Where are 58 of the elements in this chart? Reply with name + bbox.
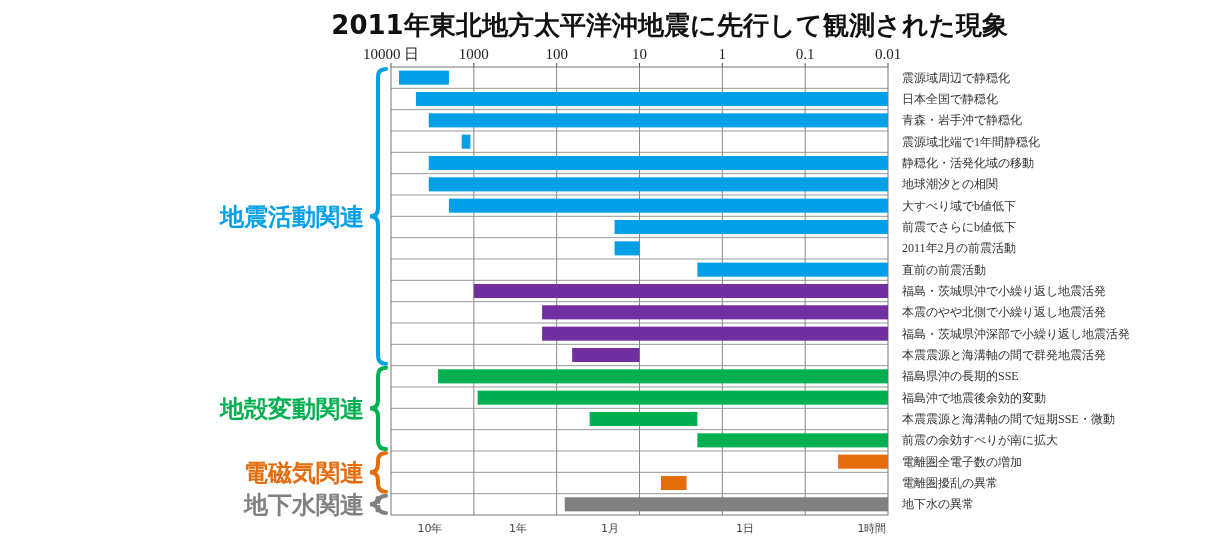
y-tick-label: 青森・岩手沖で静穏化 <box>902 113 1022 128</box>
text: 1時間 <box>857 522 887 535</box>
bar <box>697 262 888 277</box>
bar <box>428 177 888 192</box>
y-tick-label: 大すべり域でb値低下 <box>902 198 1016 213</box>
bar <box>473 283 888 299</box>
text: 電磁気関連 <box>244 459 364 488</box>
y-tick-label: 福島・茨城県沖で小繰り返し地震活発 <box>902 284 1106 298</box>
x-tick-label: 1 <box>718 46 727 62</box>
bar <box>572 347 640 363</box>
bar <box>448 198 888 213</box>
text: 10年 <box>417 522 443 535</box>
bar <box>399 70 449 85</box>
bar <box>461 134 471 149</box>
bar <box>614 241 640 256</box>
text: 地震活動関連 <box>219 203 364 232</box>
text: 1日 <box>736 522 754 535</box>
bar <box>542 305 888 320</box>
bar <box>415 91 888 107</box>
y-tick-label: 電離圏全電子数の増加 <box>902 454 1022 469</box>
bar <box>614 219 888 235</box>
bar <box>838 454 888 469</box>
bar <box>542 326 888 341</box>
y-tick-label: 前震でさらにb値低下 <box>902 220 1016 234</box>
y-tick-label: 静穏化・活発化域の移動 <box>902 156 1034 170</box>
text: 1月 <box>601 522 619 535</box>
y-tick-label: 福島・茨城県沖深部で小繰り返し地震活発 <box>902 326 1130 341</box>
text: 1年 <box>509 522 527 535</box>
y-tick-label: 本震のやや北側で小繰り返し地震活発 <box>902 305 1106 320</box>
y-tick-label: 本震震源と海溝軸の間で群発地震活発 <box>902 348 1106 362</box>
y-tick-label: 地下水の異常 <box>901 497 974 512</box>
y-tick-label: 震源域周辺で静穏化 <box>902 70 1010 85</box>
x-tick-label: 0.1 <box>795 46 815 62</box>
bar <box>428 155 888 171</box>
text: 地殻変動関連 <box>219 395 364 424</box>
bar <box>697 433 888 448</box>
x-tick-label: 10 <box>632 46 647 62</box>
x-tick-label: 0.01 <box>874 46 902 62</box>
y-tick-label: 日本全国で静穏化 <box>902 92 998 106</box>
bar <box>589 411 698 427</box>
bar <box>438 369 888 384</box>
x-tick-label: 1000 <box>458 46 489 62</box>
bar <box>477 390 888 405</box>
chart-title: 2011年東北地方太平洋沖地震に先行して観測された現象 <box>331 10 1008 40</box>
x-tick-label: 100 <box>545 46 568 62</box>
y-tick-label: 福島県沖の長期的SSE <box>902 369 1019 384</box>
y-tick-label: 震源域北端で1年間静穏化 <box>902 134 1040 149</box>
bar <box>661 475 687 491</box>
y-tick-label: 電離圏擾乱の異常 <box>902 476 998 490</box>
y-tick-label: 直前の前震活動 <box>902 262 986 277</box>
x-tick-label: 10000 日 <box>362 46 420 62</box>
text: 地下水関連 <box>243 491 364 520</box>
y-tick-label: 福島沖で地震後余効的変動 <box>902 390 1046 405</box>
bar <box>428 113 888 128</box>
y-tick-label: 本震震源と海溝軸の間で短期SSE・微動 <box>902 412 1115 426</box>
y-tick-label: 2011年2月の前震活動 <box>902 241 1016 256</box>
y-tick-label: 前震の余効すべりが南に拡大 <box>902 433 1058 448</box>
y-tick-label: 地球潮汐との相関 <box>901 177 998 192</box>
